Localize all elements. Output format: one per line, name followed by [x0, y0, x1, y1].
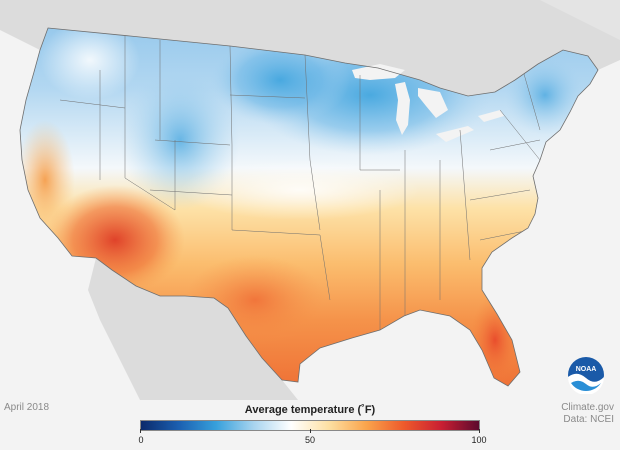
- credit-data: Data: NCEI: [563, 414, 614, 425]
- state-borders: [59, 36, 541, 330]
- great-lakes: [352, 64, 504, 142]
- legend-tick-min: 0: [138, 435, 144, 445]
- period-label: April 2018: [4, 402, 50, 413]
- svg-text:NOAA: NOAA: [576, 366, 597, 373]
- legend-tick-mark: [140, 429, 141, 433]
- legend-tick-mark: [310, 429, 311, 433]
- credit-source: Climate.gov: [561, 402, 614, 413]
- legend-tick-mid: 50: [304, 435, 316, 445]
- surrounding-land: [0, 0, 620, 400]
- credit-text: Climate.gov Data: NCEI: [561, 402, 614, 426]
- legend-tick-mark: [479, 429, 480, 433]
- temperature-map: [0, 0, 620, 400]
- legend-title: Average temperature (˚F): [244, 404, 376, 416]
- noaa-logo: NOAA: [568, 357, 604, 394]
- legend-tick-max: 100: [471, 435, 487, 445]
